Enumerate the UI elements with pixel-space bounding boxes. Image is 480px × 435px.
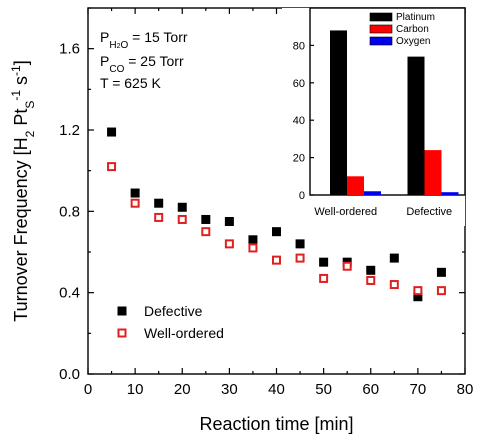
data-point	[436, 286, 446, 296]
inset-legend-label: Carbon	[396, 24, 429, 35]
y-tick-label: 0.8	[59, 203, 80, 220]
data-point	[201, 214, 211, 224]
inset-bar-chart: 0 20 40 60 80 Well-ordered Defective PlatinumCa…	[282, 7, 466, 226]
data-point	[177, 214, 187, 224]
x-tick-label: 30	[221, 381, 238, 398]
data-point	[295, 253, 305, 263]
data-point	[389, 280, 399, 290]
data-point	[107, 127, 117, 137]
inset-y-tick-label: 40	[293, 115, 305, 127]
x-tick-label: 60	[362, 381, 379, 398]
legend-marker	[117, 306, 127, 316]
data-point	[154, 212, 164, 222]
y-tick-label: 0.4	[59, 285, 80, 302]
condition-temperature: T = 625 K	[100, 75, 162, 91]
inset-y-tick-label: 60	[293, 78, 305, 90]
condition-p-h2o: PH2O = 15 Torr	[100, 29, 188, 51]
y-axis-title-part: Turnover Frequency [H	[11, 137, 31, 321]
y-axis-title-part: S	[23, 101, 37, 109]
inset-category-label: Well-ordered	[314, 206, 377, 218]
data-point	[366, 275, 376, 285]
inset-legend-swatch	[369, 12, 393, 22]
inset-bar	[441, 192, 459, 195]
y-axis-title-part: Pt	[11, 109, 31, 131]
y-axis-title: Turnover Frequency [H2 PtS-1 s-1]	[9, 60, 37, 322]
data-point	[413, 292, 423, 302]
inset-y-tick-label: 80	[293, 40, 305, 52]
x-tick-label: 80	[457, 381, 474, 398]
y-axis-title-part: 2	[23, 130, 37, 137]
data-point	[224, 217, 234, 226]
data-point	[107, 162, 117, 172]
data-point	[389, 253, 399, 263]
data-point	[130, 188, 140, 198]
data-point	[201, 227, 211, 237]
legend-marker	[117, 328, 127, 338]
inset-bar	[364, 191, 381, 195]
data-point	[413, 286, 423, 296]
x-tick-label: 0	[84, 381, 92, 398]
condition-p-co: PCO = 25 Torr	[100, 53, 184, 75]
main-plot: 0 10 20 30 40 50 60 70 800.00.40.81.21.6Reaction…	[9, 7, 474, 434]
inset-bar	[424, 150, 442, 195]
data-point	[248, 243, 258, 253]
x-tick-label: 70	[410, 381, 427, 398]
data-point	[272, 255, 281, 265]
data-point	[224, 239, 234, 249]
x-tick-label: 40	[268, 381, 285, 398]
series-well-ordered	[107, 162, 446, 296]
inset-legend-swatch	[369, 36, 393, 46]
x-tick-label: 50	[315, 381, 332, 398]
inset-y-tick-label: 0	[299, 190, 305, 202]
inset-legend-swatch	[369, 24, 393, 34]
y-axis-title-part: -1	[9, 90, 23, 101]
y-tick-label: 1.2	[59, 122, 80, 139]
data-point	[436, 267, 446, 277]
inset-legend-label: Oxygen	[396, 36, 430, 47]
inset-category-label: Defective	[406, 206, 452, 218]
inset-bar	[407, 56, 425, 196]
legend-label: Defective	[144, 303, 203, 319]
y-axis-title-part: -1	[9, 65, 23, 76]
inset-y-tick-label: 20	[293, 153, 305, 165]
inset-frame	[309, 7, 466, 196]
y-tick-label: 0.0	[59, 366, 80, 383]
y-axis-title-part: s	[11, 76, 31, 90]
y-axis-title-part: ]	[11, 60, 31, 65]
data-point	[319, 273, 329, 283]
data-point	[272, 227, 281, 237]
legend-label: Well-ordered	[144, 325, 224, 341]
inset-bar	[347, 176, 364, 195]
x-tick-label: 10	[127, 381, 144, 398]
data-point	[366, 265, 376, 275]
data-point	[295, 239, 305, 249]
inset-legend-label: Platinum	[396, 12, 435, 23]
data-point	[130, 198, 140, 208]
data-point	[342, 261, 352, 271]
x-axis-title: Reaction time [min]	[199, 414, 353, 434]
inset-bar	[330, 30, 347, 195]
y-tick-label: 1.6	[59, 41, 80, 58]
x-tick-label: 20	[174, 381, 191, 398]
data-point	[177, 202, 187, 212]
data-point	[154, 198, 164, 208]
data-point	[248, 235, 258, 245]
data-point	[319, 257, 329, 267]
